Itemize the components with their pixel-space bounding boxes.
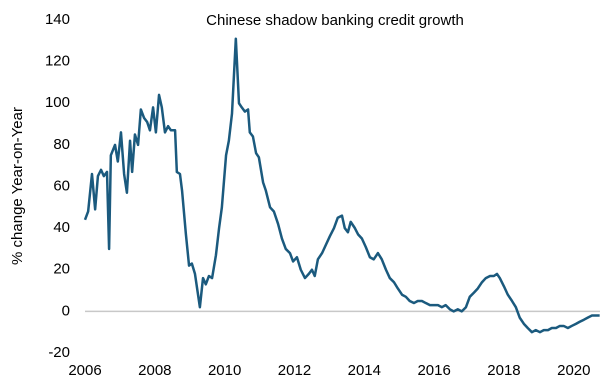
y-tick-label: 0: [62, 302, 70, 319]
x-tick-label: 2018: [487, 362, 520, 379]
y-tick-label: 80: [53, 136, 70, 153]
y-tick-label: 40: [53, 219, 70, 236]
x-tick-label: 2014: [348, 362, 381, 379]
y-tick-label: 60: [53, 177, 70, 194]
x-tick-label: 2006: [68, 362, 101, 379]
x-tick-label: 2008: [138, 362, 171, 379]
x-tick-label: 2016: [417, 362, 450, 379]
x-tick-label: 2012: [278, 362, 311, 379]
x-tick-label: 2020: [557, 362, 590, 379]
y-tick-label: 120: [45, 53, 70, 70]
data-line: [83, 37, 600, 334]
chart-title: Chinese shadow banking credit growth: [206, 12, 464, 29]
y-tick-label: -20: [48, 344, 70, 361]
y-axis-label: % change Year-on-Year: [9, 107, 26, 265]
y-tick-label: 140: [45, 11, 70, 28]
y-tick-label: 100: [45, 94, 70, 111]
y-tick-label: 20: [53, 261, 70, 278]
x-tick-label: 2010: [208, 362, 241, 379]
